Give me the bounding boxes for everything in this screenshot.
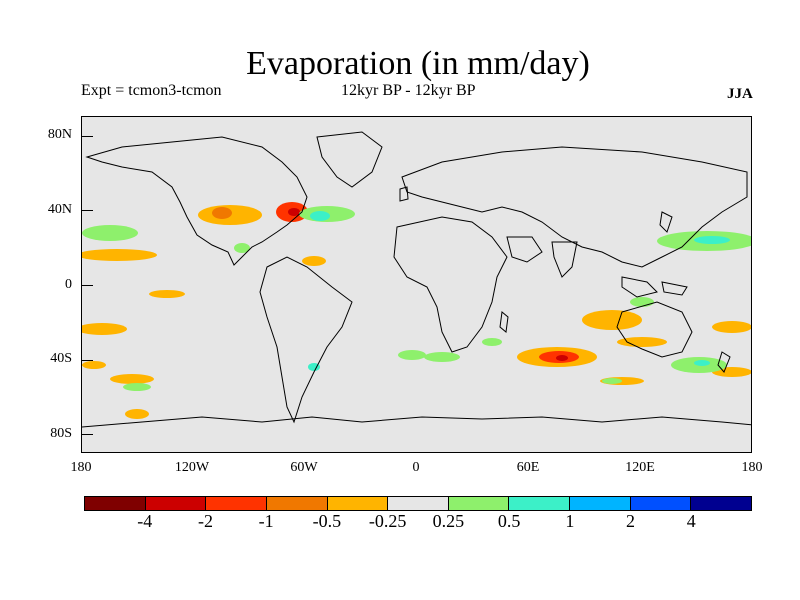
colorbar-label: 2 xyxy=(626,511,636,531)
x-label: 60W xyxy=(290,460,318,475)
colorbar-cell xyxy=(327,497,389,510)
anomaly-patches xyxy=(82,202,751,419)
chart-title: Evaporation (in mm/day) xyxy=(246,45,590,82)
x-label: 0 xyxy=(412,460,420,475)
y-label: 0 xyxy=(65,277,72,292)
coastlines xyxy=(82,131,751,428)
colorbar-label: 0.25 xyxy=(432,511,465,531)
colorbar-cell xyxy=(630,497,692,510)
colorbar-label: -4 xyxy=(137,511,153,531)
colorbar-cell xyxy=(85,497,146,510)
colorbar-cell xyxy=(691,497,752,510)
period-label: 12kyr BP - 12kyr BP xyxy=(341,82,476,99)
x-label: 180 xyxy=(741,460,763,475)
colorbar-cell xyxy=(388,497,449,510)
y-tick xyxy=(81,360,93,361)
y-tick xyxy=(81,210,93,211)
colorbar xyxy=(84,496,752,511)
colorbar-cell xyxy=(509,497,571,510)
colorbar-cell xyxy=(570,497,631,510)
colorbar-label: -1 xyxy=(258,511,274,531)
x-label: 120W xyxy=(174,460,210,475)
y-tick xyxy=(81,136,93,137)
colorbar-cell xyxy=(448,497,510,510)
x-label: 60E xyxy=(516,460,540,475)
colorbar-label: -0.25 xyxy=(368,511,407,531)
y-label: 40N xyxy=(47,202,72,217)
x-label: 180 xyxy=(70,460,92,475)
colorbar-label: -2 xyxy=(197,511,213,531)
x-label: 120E xyxy=(625,460,655,475)
y-label: 40S xyxy=(50,351,72,366)
colorbar-label: 0.5 xyxy=(497,511,521,531)
colorbar-cell xyxy=(266,497,328,510)
y-tick xyxy=(81,285,93,286)
y-label: 80S xyxy=(50,426,72,441)
season-label: JJA xyxy=(727,86,753,102)
y-label: 80N xyxy=(47,127,72,142)
colorbar-label: 1 xyxy=(565,511,575,531)
colorbar-label: 4 xyxy=(686,511,696,531)
colorbar-cell xyxy=(145,497,207,510)
y-tick xyxy=(81,434,93,435)
world-map xyxy=(81,116,752,453)
experiment-label: Expt = tcmon3-tcmon xyxy=(81,82,222,99)
colorbar-cell xyxy=(206,497,267,510)
colorbar-label: -0.5 xyxy=(312,511,342,531)
